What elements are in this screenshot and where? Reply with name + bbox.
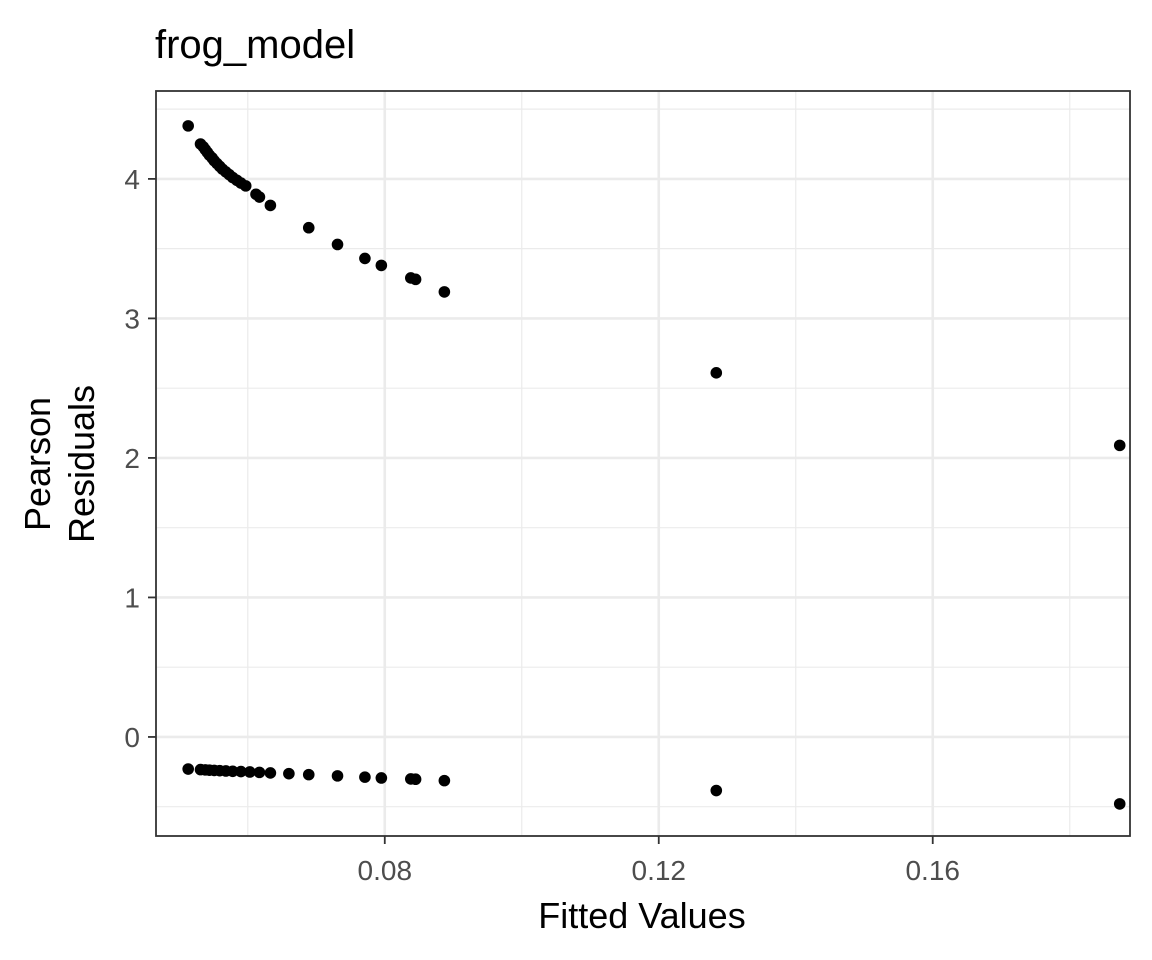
y-tick-label: 3 <box>124 303 140 334</box>
plot-border <box>155 90 1131 837</box>
data-point <box>375 772 388 784</box>
data-point <box>409 273 422 286</box>
data-point <box>438 286 451 298</box>
data-point <box>710 784 723 797</box>
data-point <box>409 773 422 786</box>
data-point <box>302 768 315 781</box>
data-point <box>239 180 252 192</box>
y-tick-label: 1 <box>124 582 140 613</box>
data-point <box>244 766 256 778</box>
data-point <box>359 252 371 265</box>
data-point <box>226 765 239 778</box>
x-axis-title: Fitted Values <box>538 895 745 936</box>
data-point <box>182 763 194 775</box>
y-axis-title-line-1: Pearson <box>17 397 58 531</box>
y-tick-label: 4 <box>124 164 140 195</box>
major-gridlines <box>156 91 1130 836</box>
plot-panel <box>156 91 1130 836</box>
data-point <box>375 259 388 272</box>
data-point <box>264 767 277 779</box>
minor-gridlines <box>156 91 1130 836</box>
data-point <box>710 367 723 379</box>
data-point <box>359 771 371 783</box>
chart-title: frog_model <box>155 23 355 67</box>
x-tick-label: 0.08 <box>358 855 413 886</box>
y-axis-title-line-2: Residuals <box>61 385 102 543</box>
x-tick-label: 0.16 <box>905 855 960 886</box>
data-point <box>253 766 266 779</box>
data-point <box>283 767 295 780</box>
x-tick-label: 0.12 <box>632 855 687 886</box>
data-point <box>302 221 315 234</box>
data-points <box>182 120 1126 810</box>
data-point <box>331 238 344 251</box>
y-axis: 0 1 2 3 4 <box>124 164 156 753</box>
data-point <box>182 120 194 132</box>
x-axis: 0.08 0.12 0.16 <box>358 836 960 886</box>
data-point <box>235 765 247 778</box>
y-tick-label: 0 <box>124 722 140 753</box>
data-point <box>438 774 451 787</box>
data-point <box>253 191 266 203</box>
data-point <box>264 199 277 212</box>
data-point <box>331 770 344 782</box>
data-point <box>1113 798 1126 810</box>
data-point <box>1113 439 1126 452</box>
y-tick-label: 2 <box>124 443 140 474</box>
